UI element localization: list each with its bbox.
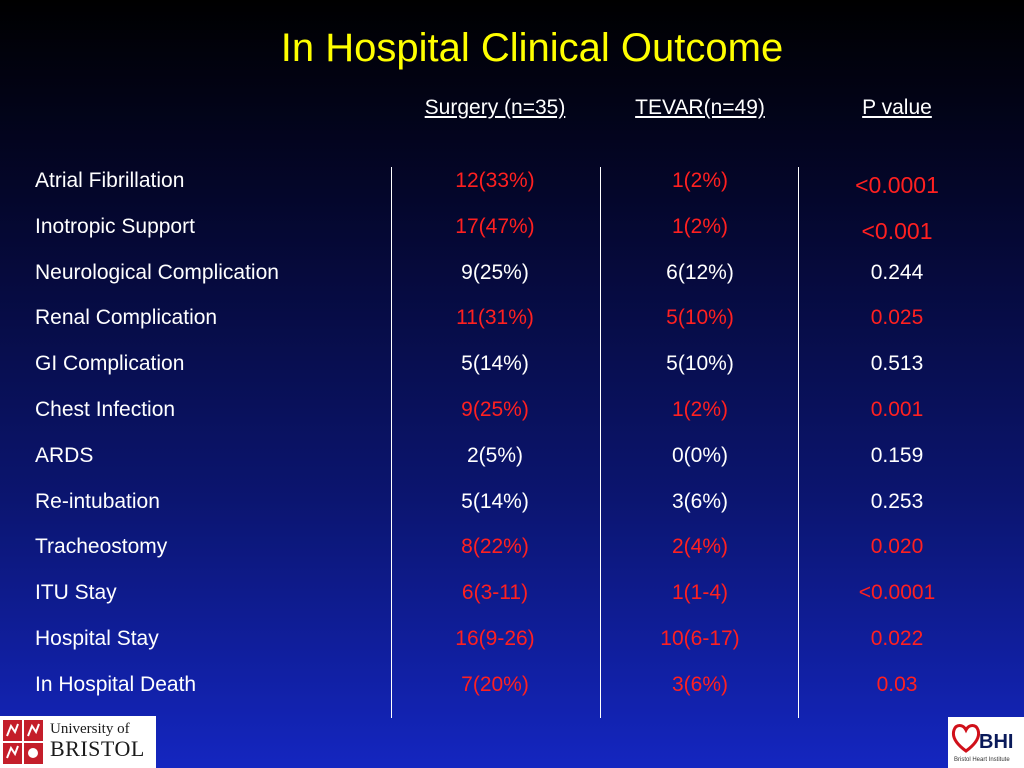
table-row: ARDS 2(5%) 0(0%) 0.159 bbox=[0, 437, 1024, 483]
table-row: Atrial Fibrillation 12(33%) 1(2%) <0.000… bbox=[0, 162, 1024, 208]
surgery-value: 6(3-11) bbox=[461, 581, 529, 605]
heart-icon bbox=[951, 724, 981, 753]
p-value: 0.001 bbox=[870, 397, 924, 421]
outcome-label: ITU Stay bbox=[35, 581, 117, 605]
outcome-label: Atrial Fibrillation bbox=[35, 169, 185, 192]
surgery-value: 5(14%) bbox=[461, 489, 529, 513]
table-row: Inotropic Support 17(47%) 1(2%) <0.001 bbox=[0, 208, 1024, 254]
tevar-value: 0(0%) bbox=[671, 443, 729, 467]
p-value: <0.001 bbox=[861, 217, 933, 244]
outcome-label: Tracheostomy bbox=[35, 535, 168, 559]
table-row: Hospital Stay 16(9-26) 10(6-17) 0.022 bbox=[0, 620, 1024, 666]
outcome-label: Renal Complication bbox=[35, 306, 218, 330]
bhi-subtitle: Bristol Heart Institute bbox=[954, 757, 1010, 763]
table-row: Renal Complication 11(31%) 5(10%) 0.025 bbox=[0, 299, 1024, 345]
university-name-line1: University of bbox=[50, 721, 130, 737]
tevar-value: 6(12%) bbox=[666, 260, 734, 284]
divider-line bbox=[391, 167, 392, 718]
tevar-value: 2(4%) bbox=[671, 535, 729, 559]
outcome-label: Hospital Stay bbox=[35, 626, 159, 650]
surgery-value: 9(25%) bbox=[461, 260, 529, 284]
surgery-value: 12(33%) bbox=[455, 169, 535, 192]
tevar-value: 10(6-17) bbox=[660, 626, 740, 650]
p-value: 0.03 bbox=[876, 672, 918, 696]
tevar-value: 3(6%) bbox=[671, 489, 729, 513]
table-row: Re-intubation 5(14%) 3(6%) 0.253 bbox=[0, 483, 1024, 529]
surgery-value: 9(25%) bbox=[461, 397, 529, 421]
header-surgery: Surgery (n=35) bbox=[424, 96, 566, 119]
table-row: GI Complication 5(14%) 5(10%) 0.513 bbox=[0, 345, 1024, 391]
bhi-logo: BHI Bristol Heart Institute bbox=[948, 717, 1024, 768]
bristol-crest-icon bbox=[1, 718, 45, 766]
p-value: <0.0001 bbox=[855, 172, 939, 198]
tevar-value: 1(1-4) bbox=[671, 581, 729, 605]
outcome-label: In Hospital Death bbox=[35, 672, 197, 696]
table-row: Chest Infection 9(25%) 1(2%) 0.001 bbox=[0, 391, 1024, 437]
p-value: 0.020 bbox=[870, 535, 924, 559]
p-value: 0.025 bbox=[870, 306, 924, 330]
table-row: ITU Stay 6(3-11) 1(1-4) <0.0001 bbox=[0, 574, 1024, 620]
header-p-value: P value bbox=[862, 96, 932, 119]
outcome-label: Inotropic Support bbox=[35, 214, 195, 238]
tevar-value: 1(2%) bbox=[671, 169, 729, 192]
table-row: Tracheostomy 8(22%) 2(4%) 0.020 bbox=[0, 528, 1024, 574]
p-value: 0.159 bbox=[870, 443, 924, 467]
p-value: <0.0001 bbox=[858, 581, 936, 605]
tevar-value: 5(10%) bbox=[666, 352, 734, 376]
surgery-value: 17(47%) bbox=[455, 214, 535, 238]
tevar-value: 1(2%) bbox=[671, 214, 729, 238]
tevar-value: 1(2%) bbox=[671, 397, 729, 421]
table-row: In Hospital Death 7(20%) 3(6%) 0.03 bbox=[0, 666, 1024, 712]
divider-line bbox=[600, 167, 601, 718]
header-tevar: TEVAR(n=49) bbox=[635, 96, 765, 119]
surgery-value: 7(20%) bbox=[461, 672, 529, 696]
surgery-value: 8(22%) bbox=[461, 535, 529, 559]
p-value: 0.022 bbox=[870, 626, 924, 650]
divider-line bbox=[798, 167, 799, 718]
slide-title: In Hospital Clinical Outcome bbox=[280, 26, 784, 70]
outcome-label: Chest Infection bbox=[35, 397, 176, 421]
surgery-value: 5(14%) bbox=[461, 352, 529, 376]
tevar-value: 5(10%) bbox=[666, 306, 734, 330]
p-value: 0.513 bbox=[870, 352, 924, 376]
bhi-wordmark: BHI bbox=[979, 731, 1014, 753]
surgery-value: 16(9-26) bbox=[455, 626, 535, 650]
p-value: 0.253 bbox=[870, 489, 924, 513]
surgery-value: 11(31%) bbox=[456, 306, 534, 330]
outcome-label: Neurological Complication bbox=[35, 260, 279, 284]
university-of-bristol-logo: University of BRISTOL bbox=[0, 716, 156, 768]
outcome-label: Re-intubation bbox=[35, 489, 160, 513]
university-name-line2: BRISTOL bbox=[50, 736, 145, 761]
p-value: 0.244 bbox=[870, 260, 924, 284]
outcome-label: GI Complication bbox=[35, 352, 185, 376]
outcome-table: Atrial Fibrillation 12(33%) 1(2%) <0.000… bbox=[0, 162, 1024, 712]
outcome-label: ARDS bbox=[35, 443, 94, 467]
surgery-value: 2(5%) bbox=[466, 443, 524, 467]
table-row: Neurological Complication 9(25%) 6(12%) … bbox=[0, 254, 1024, 300]
tevar-value: 3(6%) bbox=[671, 672, 729, 696]
university-name: University of BRISTOL bbox=[50, 721, 145, 761]
